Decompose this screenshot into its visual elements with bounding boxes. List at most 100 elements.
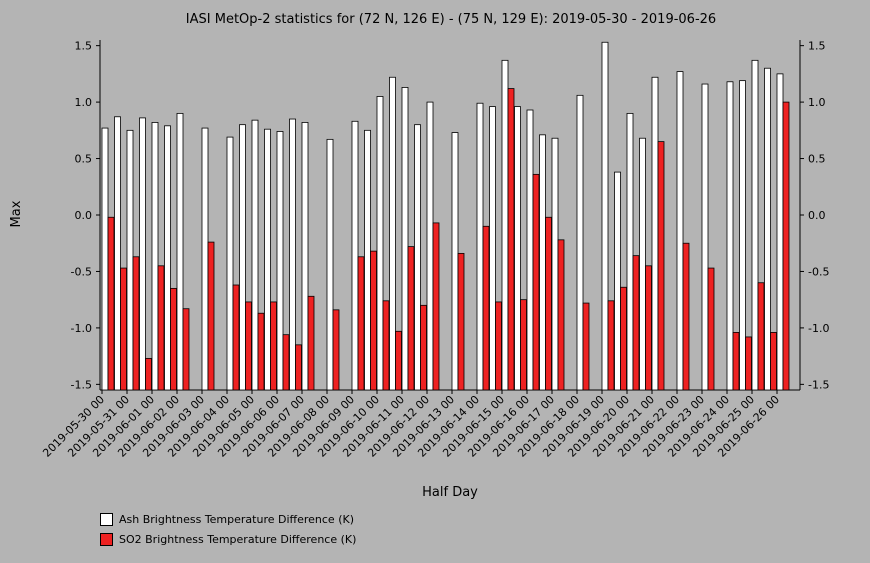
bar-ash bbox=[289, 118, 296, 391]
y-tick-label-left: 0.5 bbox=[75, 153, 93, 166]
bar-ash bbox=[739, 80, 746, 391]
bar-so2 bbox=[257, 312, 265, 391]
y-tick-label-left: 1.0 bbox=[75, 96, 93, 109]
y-tick-label-right: 1.0 bbox=[808, 96, 826, 109]
y-tick-label-left: -0.5 bbox=[71, 265, 92, 278]
legend-item-so2: SO2 Brightness Temperature Difference (K… bbox=[100, 533, 356, 546]
bar-so2 bbox=[620, 286, 627, 391]
y-tick-label-left: -1.0 bbox=[71, 322, 92, 335]
bar-so2 bbox=[145, 357, 152, 391]
y-tick-label-right: -1.0 bbox=[808, 322, 829, 335]
bar-so2 bbox=[757, 282, 765, 391]
bar-ash bbox=[376, 96, 384, 391]
y-tick-label-right: 0.5 bbox=[808, 153, 826, 166]
bar-ash bbox=[251, 119, 259, 391]
bar-so2 bbox=[632, 255, 640, 391]
bar-ash bbox=[264, 128, 271, 391]
bar-ash bbox=[701, 83, 709, 391]
x-axis-label: Half Day bbox=[422, 485, 478, 500]
bar-so2 bbox=[232, 284, 240, 391]
bar-so2 bbox=[157, 265, 165, 391]
bar-ash bbox=[276, 131, 284, 391]
bar-ash bbox=[626, 112, 634, 391]
y-tick-label-left: -1.5 bbox=[71, 378, 92, 391]
bar-ash bbox=[601, 41, 609, 391]
bar-ash bbox=[351, 120, 359, 391]
y-tick-label-right: -0.5 bbox=[808, 265, 829, 278]
bar-so2 bbox=[407, 246, 415, 391]
y-tick-label-left: 0.0 bbox=[75, 209, 93, 222]
bar-ash bbox=[639, 137, 646, 391]
bar-ash bbox=[139, 117, 146, 391]
y-tick-label-right: 0.0 bbox=[808, 209, 826, 222]
bar-so2 bbox=[182, 308, 190, 391]
y-tick-label-left: 1.5 bbox=[75, 40, 93, 53]
bar-ash bbox=[776, 73, 784, 391]
bar-ash bbox=[676, 71, 684, 391]
bar-ash bbox=[239, 124, 246, 391]
bar-ash bbox=[114, 116, 121, 391]
bar-ash bbox=[526, 109, 534, 391]
bar-ash bbox=[201, 127, 209, 391]
bar-so2 bbox=[307, 295, 315, 391]
plot-area: 1.5 1.5 1.0 1.0 0.5 0.5 0.0 0.0 -0.5 -0.5 -1.0 -1.0… bbox=[40, 40, 829, 460]
bar-ash bbox=[764, 67, 771, 391]
bar-ash bbox=[301, 122, 309, 391]
bar-so2 bbox=[520, 299, 527, 391]
bar-so2 bbox=[245, 301, 252, 391]
bar-so2 bbox=[332, 309, 340, 391]
bar-so2 bbox=[607, 300, 615, 391]
bar-ash bbox=[576, 94, 584, 391]
bar-so2 bbox=[745, 336, 752, 391]
bar-ash bbox=[651, 76, 659, 391]
y-tick-label-right: -1.5 bbox=[808, 378, 829, 391]
bar-ash bbox=[151, 122, 159, 391]
bar-so2 bbox=[707, 267, 715, 391]
bar-ash bbox=[326, 138, 334, 391]
bar-ash bbox=[101, 127, 109, 391]
bar-so2 bbox=[545, 216, 552, 391]
bar-so2 bbox=[657, 141, 665, 391]
bar-ash bbox=[501, 59, 509, 391]
bar-ash bbox=[551, 137, 559, 391]
bar-so2 bbox=[495, 301, 502, 391]
y-axis-label: Max bbox=[9, 200, 24, 227]
bar-so2 bbox=[682, 242, 690, 391]
bar-so2 bbox=[107, 216, 115, 391]
legend-swatch-so2 bbox=[100, 533, 113, 546]
bar-ash bbox=[176, 112, 184, 391]
bar-so2 bbox=[370, 250, 377, 391]
bar-so2 bbox=[457, 252, 465, 391]
bar-so2 bbox=[557, 239, 565, 391]
bar-ash bbox=[164, 125, 171, 391]
bar-so2 bbox=[770, 332, 777, 391]
bar-ash bbox=[426, 101, 434, 391]
bar-so2 bbox=[532, 173, 540, 391]
bar-ash bbox=[451, 132, 459, 391]
bar-ash bbox=[539, 134, 546, 391]
bar-so2 bbox=[282, 334, 290, 391]
bar-ash bbox=[401, 87, 409, 391]
bar-so2 bbox=[207, 241, 215, 391]
bar-so2 bbox=[507, 88, 515, 391]
bar-so2 bbox=[382, 300, 390, 391]
bar-ash bbox=[226, 136, 234, 391]
chart-title: IASI MetOp-2 statistics for (72 N, 126 E… bbox=[186, 12, 716, 27]
y-tick-label-right: 1.5 bbox=[808, 40, 826, 53]
bar-so2 bbox=[432, 222, 440, 391]
bar-ash bbox=[489, 106, 496, 391]
bar-so2 bbox=[120, 267, 127, 391]
bar-ash bbox=[614, 171, 621, 391]
legend-item-ash: Ash Brightness Temperature Difference (K… bbox=[100, 513, 354, 526]
bar-ash bbox=[514, 106, 521, 391]
bar-so2 bbox=[782, 101, 790, 391]
bar-ash bbox=[726, 81, 734, 391]
bar-ash bbox=[414, 124, 421, 391]
bar-so2 bbox=[645, 265, 652, 391]
bar-ash bbox=[751, 59, 759, 391]
legend-label-ash: Ash Brightness Temperature Difference (K… bbox=[119, 513, 354, 526]
bar-so2 bbox=[482, 225, 490, 391]
bar-ash bbox=[364, 129, 371, 391]
bar-so2 bbox=[295, 344, 302, 391]
